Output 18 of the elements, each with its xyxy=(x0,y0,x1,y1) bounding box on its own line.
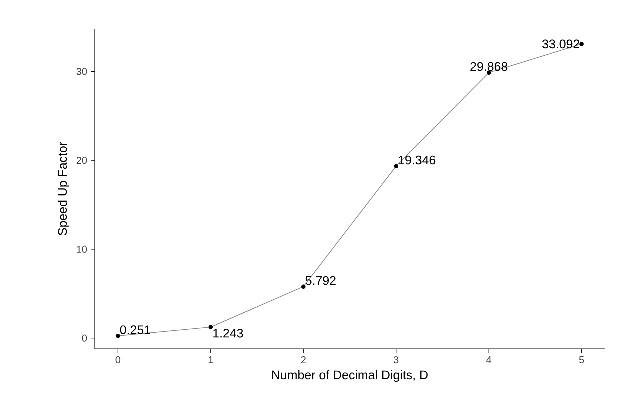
data-label: 29.868 xyxy=(470,62,508,72)
x-axis-title: Number of Decimal Digits, D xyxy=(272,370,428,382)
x-tick-label: 1 xyxy=(208,356,214,364)
y-tick-label: 30 xyxy=(76,68,88,76)
x-tick-label: 3 xyxy=(394,356,399,364)
data-label: 33.092 xyxy=(542,40,580,49)
x-tick-label: 0 xyxy=(116,356,121,364)
y-tick-label: 20 xyxy=(76,157,88,164)
y-tick-label: 10 xyxy=(77,246,88,253)
x-tick-label: 4 xyxy=(486,356,492,364)
data-label: 1.243 xyxy=(214,328,244,338)
y-tick-label: 0 xyxy=(82,334,88,342)
data-label: 5.792 xyxy=(306,276,336,286)
data-label: 0.251 xyxy=(120,326,150,334)
x-tick-label: 5 xyxy=(579,356,584,364)
y-axis-title: Speed Up Factor xyxy=(58,142,70,236)
data-label: 19.346 xyxy=(399,156,436,165)
x-tick-label: 2 xyxy=(301,356,306,364)
